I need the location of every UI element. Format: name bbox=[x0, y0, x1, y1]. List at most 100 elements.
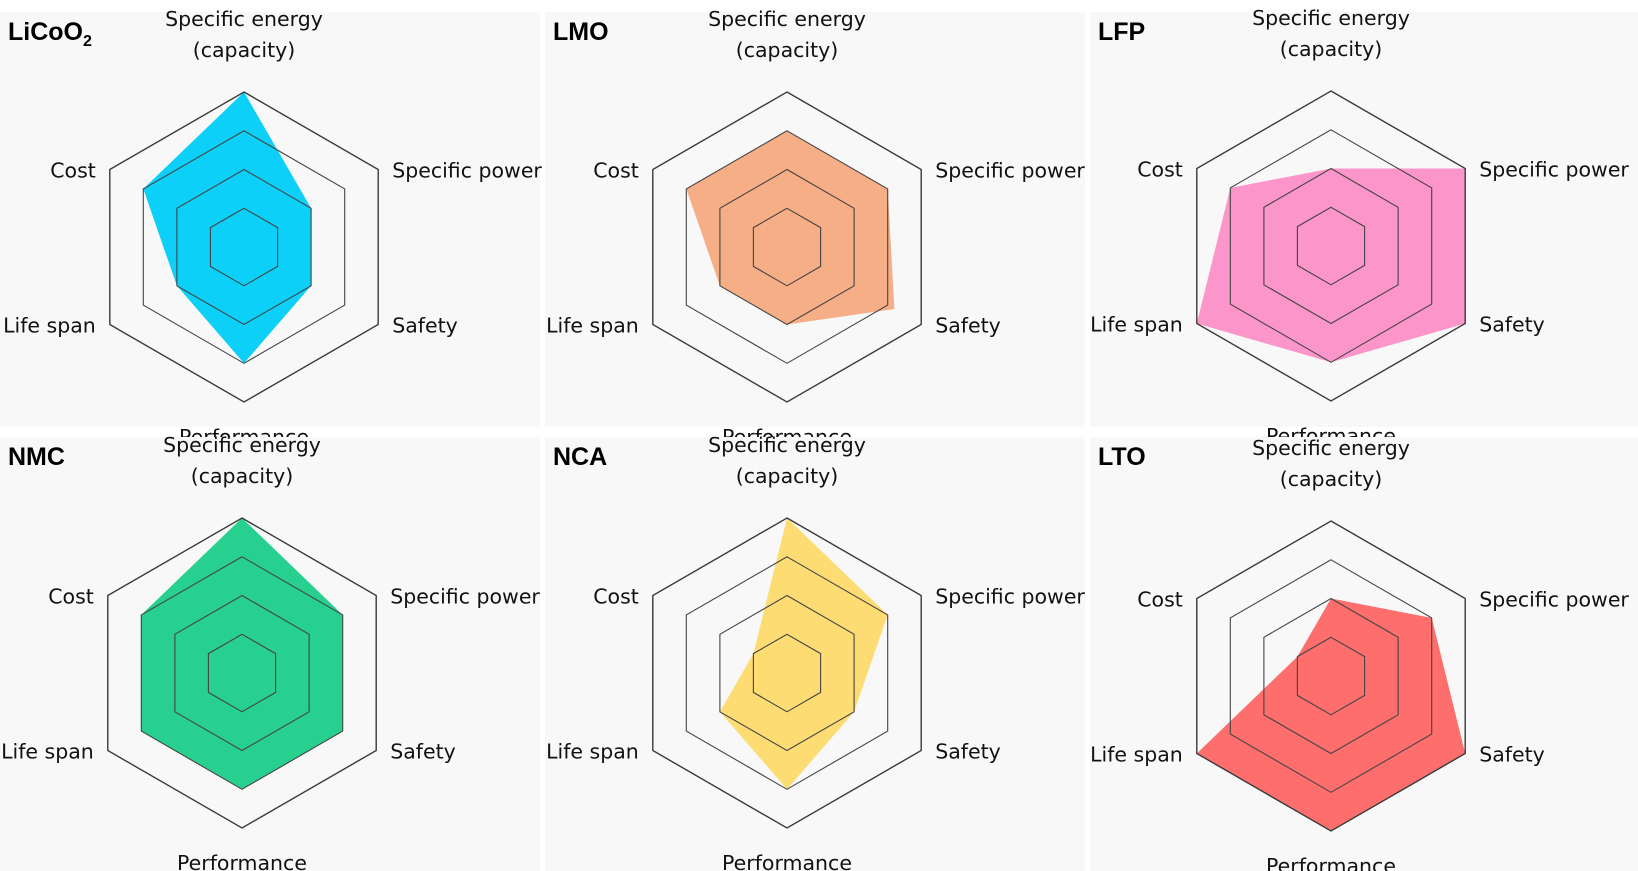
axis-label-5: Cost bbox=[50, 159, 96, 183]
axis-label-line: Specific power bbox=[390, 585, 540, 609]
axis-label-line: Safety bbox=[935, 740, 1001, 764]
grid-ring-1 bbox=[1296, 636, 1366, 716]
axis-label-1: Specific power bbox=[1479, 588, 1629, 612]
axis-label-2: Safety bbox=[935, 314, 1001, 338]
axis-label-line: Cost bbox=[593, 159, 639, 183]
axis-label-line: (capacity) bbox=[1280, 467, 1383, 491]
axis-label-line: (capacity) bbox=[736, 464, 839, 488]
axis-label-0: Specific energy (capacity) bbox=[1252, 436, 1410, 491]
axis-label-line: Specific energy bbox=[708, 7, 866, 31]
axis-label-line: Life span bbox=[1090, 743, 1183, 767]
axis-label-line: Specific power bbox=[935, 159, 1085, 183]
axis-label-line: Cost bbox=[1137, 158, 1183, 182]
axis-label-line: (capacity) bbox=[736, 38, 839, 62]
axis-label-line: Life span bbox=[546, 740, 639, 764]
axis-label-4: Life span bbox=[546, 740, 639, 764]
axis-label-line: Specific energy bbox=[163, 433, 321, 457]
axis-label-line: Safety bbox=[935, 314, 1001, 338]
panel-title-main: LiCoO bbox=[8, 18, 83, 46]
panel-title: LMO bbox=[553, 18, 609, 46]
radar-panel-nmc: NMC Specific energy (capacity) Specific pow… bbox=[0, 433, 540, 871]
axis-label-line: Performance bbox=[722, 851, 852, 871]
grid-ring-4 bbox=[1196, 520, 1466, 832]
data-polygon bbox=[686, 130, 895, 325]
axis-label-0: Specific energy (capacity) bbox=[165, 7, 323, 62]
axis-label-0: Specific energy (capacity) bbox=[163, 433, 321, 488]
axis-label-line: Specific power bbox=[392, 159, 542, 183]
axis-label-line: Safety bbox=[392, 314, 458, 338]
axis-label-line: Safety bbox=[1479, 313, 1545, 337]
axis-label-line: Cost bbox=[50, 159, 96, 183]
axis-label-line: Specific energy bbox=[1252, 436, 1410, 460]
panel-title: LiCoO2 bbox=[8, 18, 92, 50]
radar-panel-lto: LTO Specific energy (capacity) Specific pow… bbox=[1090, 436, 1638, 871]
axis-label-line: Safety bbox=[1479, 743, 1545, 767]
grid-ring-3 bbox=[1229, 129, 1433, 363]
grid-ring-1 bbox=[1296, 206, 1366, 286]
grid-ring-4 bbox=[109, 91, 379, 403]
panel-title: LFP bbox=[1098, 18, 1145, 46]
axis-label-4: Life span bbox=[1090, 313, 1183, 337]
axis-label-line: Safety bbox=[390, 740, 456, 764]
axis-label-2: Safety bbox=[390, 740, 456, 764]
axis-label-5: Cost bbox=[1137, 158, 1183, 182]
panel-title-subscript: 2 bbox=[83, 33, 92, 50]
grid-ring-3 bbox=[685, 556, 889, 790]
panel-title: LTO bbox=[1098, 443, 1146, 471]
axis-label-line: Specific power bbox=[1479, 588, 1629, 612]
axis-label-4: Life span bbox=[546, 314, 639, 338]
grid-ring-1 bbox=[752, 633, 822, 713]
axis-label-line: Cost bbox=[593, 585, 639, 609]
axis-label-1: Specific power bbox=[390, 585, 540, 609]
axis-label-1: Specific power bbox=[1479, 158, 1629, 182]
axis-label-line: Life span bbox=[546, 314, 639, 338]
axis-label-line: (capacity) bbox=[191, 464, 294, 488]
grid-ring-4 bbox=[107, 517, 377, 829]
axis-label-0: Specific energy (capacity) bbox=[1252, 6, 1410, 61]
grid-ring-4 bbox=[1196, 90, 1466, 402]
axis-label-line: (capacity) bbox=[1280, 37, 1383, 61]
axis-label-4: Life span bbox=[1090, 743, 1183, 767]
axis-label-line: Specific energy bbox=[165, 7, 323, 31]
data-polygon bbox=[143, 92, 312, 364]
grid-ring-2 bbox=[1263, 597, 1399, 755]
axis-label-line: Cost bbox=[1137, 588, 1183, 612]
grid-ring-2 bbox=[719, 168, 855, 326]
axis-label-2: Safety bbox=[1479, 313, 1545, 337]
grid-ring-2 bbox=[1263, 167, 1399, 325]
axis-label-0: Specific energy (capacity) bbox=[708, 433, 866, 488]
axis-label-2: Safety bbox=[1479, 743, 1545, 767]
grid-ring-2 bbox=[719, 594, 855, 752]
radar-panel-lfp: LFP Specific energy (capacity) Specific pow… bbox=[1090, 6, 1638, 448]
axis-label-line: (capacity) bbox=[193, 38, 296, 62]
axis-label-4: Life span bbox=[3, 314, 96, 338]
panel-title: NCA bbox=[553, 443, 607, 471]
axis-label-3: Performance bbox=[722, 851, 852, 871]
grid-ring-1 bbox=[752, 207, 822, 287]
grid-ring-4 bbox=[652, 517, 922, 829]
grid-ring-3 bbox=[140, 556, 344, 790]
grid-ring-1 bbox=[207, 633, 277, 713]
axis-label-2: Safety bbox=[935, 740, 1001, 764]
axis-label-1: Specific power bbox=[935, 159, 1085, 183]
axis-label-line: Specific energy bbox=[1252, 6, 1410, 30]
grid-ring-4 bbox=[652, 91, 922, 403]
grid-ring-2 bbox=[176, 168, 312, 326]
axis-label-3: Performance bbox=[1266, 854, 1396, 871]
grid-ring-1 bbox=[209, 207, 279, 287]
axis-label-line: Life span bbox=[1, 740, 94, 764]
axis-label-5: Cost bbox=[593, 585, 639, 609]
data-polygon bbox=[719, 518, 888, 790]
panel-title: NMC bbox=[8, 443, 65, 471]
axis-label-5: Cost bbox=[48, 585, 94, 609]
axis-label-2: Safety bbox=[392, 314, 458, 338]
axis-label-line: Performance bbox=[177, 851, 307, 871]
axis-label-line: Performance bbox=[1266, 854, 1396, 871]
grid-ring-2 bbox=[174, 594, 310, 752]
grid-ring-3 bbox=[1229, 559, 1433, 793]
axis-label-line: Specific energy bbox=[708, 433, 866, 457]
grid-ring-3 bbox=[142, 130, 346, 364]
